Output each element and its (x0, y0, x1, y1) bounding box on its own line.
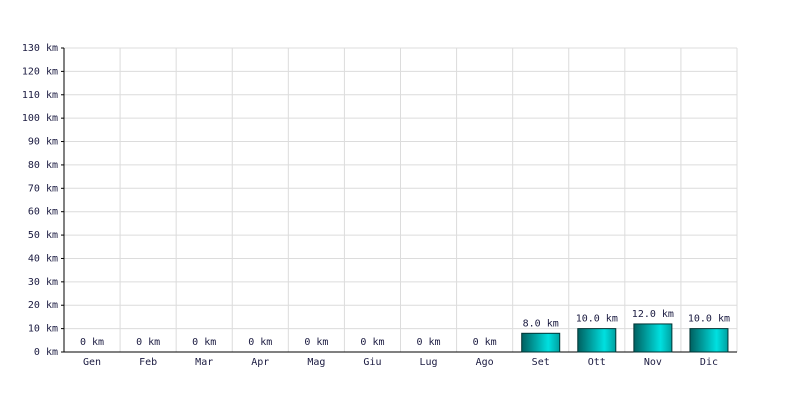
value-label: 0 km (360, 337, 384, 348)
y-tick-label: 80 km (28, 160, 58, 171)
x-tick-label: Gen (83, 357, 101, 368)
y-tick-label: 0 km (34, 347, 58, 358)
x-tick-label: Dic (700, 357, 718, 368)
x-tick-label: Feb (139, 357, 157, 368)
value-label: 10.0 km (688, 314, 730, 325)
value-label: 0 km (192, 337, 216, 348)
value-label: 12.0 km (632, 309, 674, 320)
y-tick-label: 90 km (28, 137, 58, 148)
y-tick-label: 50 km (28, 230, 58, 241)
value-label: 10.0 km (576, 314, 618, 325)
x-tick-label: Mar (195, 357, 213, 368)
y-tick-label: 40 km (28, 253, 58, 264)
value-label: 0 km (416, 337, 440, 348)
y-tick-label: 60 km (28, 207, 58, 218)
value-label: 0 km (473, 337, 497, 348)
x-tick-label: Giu (363, 357, 381, 368)
y-tick-label: 130 km (22, 43, 58, 54)
x-tick-label: Ago (476, 357, 494, 368)
value-label: 0 km (136, 337, 160, 348)
bar (633, 323, 673, 353)
y-tick-label: 70 km (28, 183, 58, 194)
x-tick-label: Apr (251, 357, 269, 368)
x-tick-label: Nov (644, 357, 662, 368)
bar (521, 332, 561, 353)
y-tick-label: 110 km (22, 90, 58, 101)
value-label: 0 km (80, 337, 104, 348)
y-tick-label: 100 km (22, 113, 58, 124)
bar (577, 328, 617, 353)
y-tick-label: 30 km (28, 277, 58, 288)
value-label: 8.0 km (523, 318, 559, 329)
value-label: 0 km (304, 337, 328, 348)
x-tick-label: Mag (307, 357, 325, 368)
y-tick-label: 120 km (22, 66, 58, 77)
y-tick-label: 10 km (28, 324, 58, 335)
x-tick-label: Ott (588, 357, 606, 368)
bar (689, 328, 729, 353)
x-tick-label: Lug (420, 357, 438, 368)
y-tick-label: 20 km (28, 300, 58, 311)
x-tick-label: Set (532, 357, 550, 368)
value-label: 0 km (248, 337, 272, 348)
